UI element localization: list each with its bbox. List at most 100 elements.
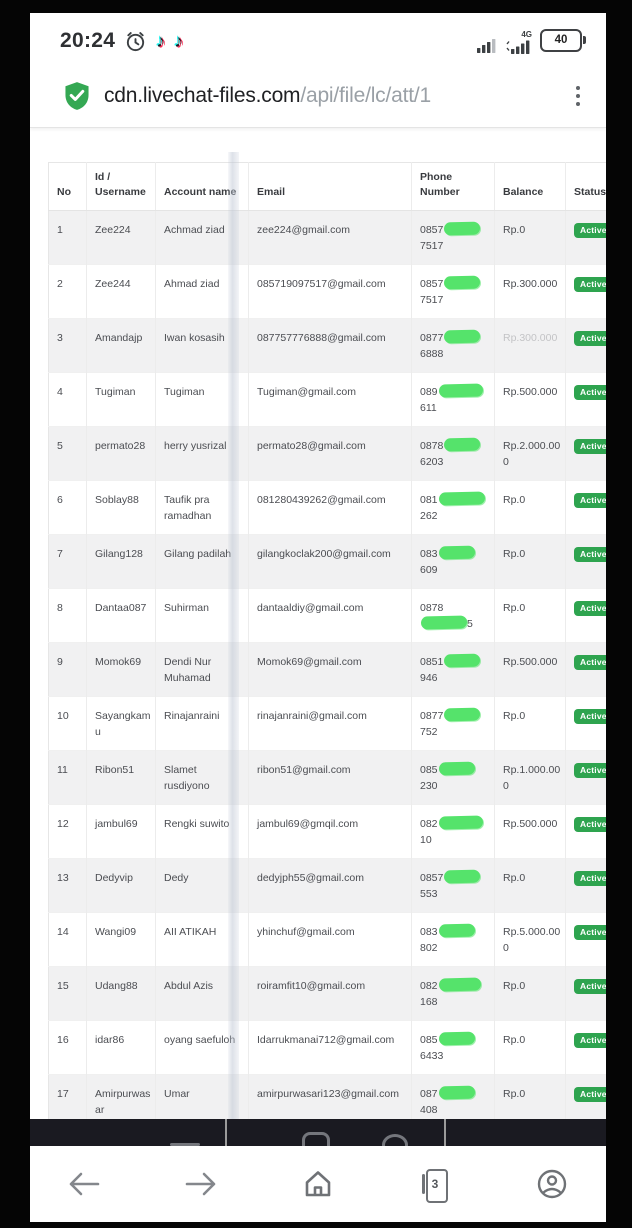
phone-suffix: 6888 bbox=[420, 348, 444, 361]
phone-redaction-mark bbox=[438, 761, 475, 776]
cell-email: ribon51@gmail.com bbox=[248, 750, 412, 805]
cell-no: 3 bbox=[48, 318, 87, 373]
cell-email: roiramfit10@gmail.com bbox=[248, 966, 412, 1021]
cell-phone-number: 081262 bbox=[411, 480, 495, 535]
url-bar[interactable]: cdn.livechat-files.com/api/file/lc/att/1 bbox=[30, 65, 606, 128]
balance-text: Rp.500.000 bbox=[503, 386, 558, 398]
phone-prefix: 083 bbox=[420, 548, 438, 560]
accounts-table: No Id / Username Account name Email Phone Nu… bbox=[48, 162, 606, 1119]
strip-divider bbox=[444, 1119, 446, 1146]
profile-button[interactable] bbox=[530, 1162, 574, 1206]
back-button[interactable] bbox=[62, 1162, 106, 1206]
status-badge: Active bbox=[574, 493, 606, 508]
status-badge: Active bbox=[574, 925, 606, 940]
status-badge: Active bbox=[574, 1033, 606, 1048]
cell-email: 085719097517@gmail.com bbox=[248, 264, 412, 319]
cell-no: 13 bbox=[48, 858, 87, 913]
cell-balance: Rp.500.000 bbox=[494, 804, 566, 859]
cell-email: yhinchuf@gmail.com bbox=[248, 912, 412, 967]
table-row: 17 Amirpurwasar Umar amirpurwasari123@gmail… bbox=[48, 1074, 606, 1119]
cell-status: Active bbox=[565, 750, 606, 805]
forward-button[interactable] bbox=[179, 1162, 223, 1206]
phone-suffix: 5 bbox=[467, 618, 473, 631]
phone-suffix: 6203 bbox=[420, 456, 444, 469]
browser-menu-button[interactable] bbox=[566, 80, 591, 113]
cell-email: dedyjph55@gmail.com bbox=[248, 858, 412, 913]
cell-phone-number: 0877 752 bbox=[411, 696, 495, 751]
phone-prefix: 085 bbox=[420, 764, 438, 776]
balance-text: Rp.0 bbox=[503, 1088, 526, 1100]
cell-status: Active bbox=[565, 1074, 606, 1119]
tiktok-icon: ♪ bbox=[156, 31, 166, 51]
table-row: 12 jambul69 Rengki suwito jambul69@gmqil.co… bbox=[48, 804, 606, 859]
cell-username: idar86 bbox=[86, 1020, 156, 1075]
phone-redaction-mark bbox=[438, 383, 483, 398]
status-badge: Active bbox=[574, 439, 606, 454]
phone-prefix: 0877 bbox=[420, 332, 444, 344]
cell-balance: Rp.2.000.000 bbox=[494, 426, 566, 481]
phone-redaction-mark bbox=[438, 545, 475, 560]
phone-redaction-mark bbox=[438, 977, 481, 992]
cell-no: 16 bbox=[48, 1020, 87, 1075]
table-row: 15 Udang88 Abdul Azis roiramfit10@gmail.com… bbox=[48, 966, 606, 1021]
cell-username: Amandajp bbox=[86, 318, 156, 373]
cell-status: Active bbox=[565, 210, 606, 265]
table-row: 16 idar86 oyang saefuloh Idarrukmanai712@gm… bbox=[48, 1020, 606, 1075]
cell-username: Dedyvip bbox=[86, 858, 156, 913]
phone-prefix: 0857 bbox=[420, 224, 444, 236]
page-footer-strip bbox=[30, 1119, 606, 1146]
balance-text: Rp.0 bbox=[503, 602, 526, 614]
cell-phone-number: 083609 bbox=[411, 534, 495, 589]
clock-time: 20:24 bbox=[60, 29, 116, 52]
url-text[interactable]: cdn.livechat-files.com/api/file/lc/att/1 bbox=[104, 84, 566, 108]
cell-username: Zee244 bbox=[86, 264, 156, 319]
tabs-button[interactable]: 3 bbox=[413, 1162, 457, 1206]
cell-username: Dantaa087 bbox=[86, 588, 156, 643]
cell-phone-number: 0851 946 bbox=[411, 642, 495, 697]
tiktok-icon: ♪ bbox=[174, 31, 184, 51]
balance-text: Rp.500.000 bbox=[503, 818, 558, 830]
cell-no: 8 bbox=[48, 588, 87, 643]
balance-text: Rp.5.000.000 bbox=[503, 926, 561, 955]
balance-text: Rp.0 bbox=[503, 710, 526, 722]
cell-status: Active bbox=[566, 913, 606, 967]
cell-balance: Rp.500.000 bbox=[494, 372, 566, 427]
status-badge: Active bbox=[574, 817, 606, 832]
phone-redaction-mark bbox=[444, 329, 481, 344]
cell-phone-number: 0877 6888 bbox=[411, 318, 495, 373]
cell-status: Active bbox=[565, 858, 606, 913]
ssl-shield-icon[interactable] bbox=[63, 81, 91, 111]
cell-balance: Rp.300.000 bbox=[494, 264, 566, 319]
cell-phone-number: 087408 bbox=[411, 1074, 495, 1119]
cell-phone-number: 0857 7517 bbox=[411, 264, 495, 319]
phone-suffix: 553 bbox=[420, 888, 438, 901]
cell-balance: Rp.0 bbox=[494, 588, 566, 643]
tab-count-text: 3 bbox=[431, 1177, 439, 1191]
home-button[interactable] bbox=[296, 1162, 340, 1206]
balance-text: Rp.500.000 bbox=[503, 656, 558, 668]
cell-email: Idarrukmanai712@gmail.com bbox=[248, 1020, 412, 1075]
network-4g-label: 4G bbox=[521, 29, 532, 39]
cell-email: permato28@gmail.com bbox=[248, 426, 412, 481]
cell-no: 9 bbox=[48, 642, 87, 697]
phone-prefix: 0877 bbox=[420, 710, 444, 722]
column-header: Email bbox=[248, 162, 412, 211]
cell-balance: Rp.300.000 bbox=[494, 318, 566, 373]
cell-balance: Rp.0 bbox=[494, 210, 566, 265]
status-bar: 20:24 ♪ ♪ 4G bbox=[30, 13, 606, 65]
status-badge: Active bbox=[574, 277, 606, 292]
column-header: Phone Number bbox=[411, 162, 495, 211]
phone-redaction-mark bbox=[444, 275, 481, 290]
table-row: 11 Ribon51 Slamet rusdiyono ribon51@gmail.c… bbox=[48, 750, 606, 805]
cell-phone-number: 0857 553 bbox=[411, 858, 495, 913]
balance-text: Rp.300.000 bbox=[503, 278, 558, 290]
table-row: 8 Dantaa087 Suhirman dantaaldiy@gmail.com 08… bbox=[48, 588, 606, 643]
phone-redaction-mark bbox=[420, 615, 468, 630]
cell-phone-number: 0878 6203 bbox=[411, 426, 495, 481]
phone-redaction-mark bbox=[438, 815, 483, 830]
status-badge: Active bbox=[574, 1087, 606, 1102]
browser-nav-bar: 3 bbox=[30, 1146, 606, 1222]
phone-suffix: 6433 bbox=[420, 1050, 444, 1063]
phone-redaction-mark bbox=[444, 707, 481, 722]
cell-status: Active bbox=[565, 966, 606, 1021]
